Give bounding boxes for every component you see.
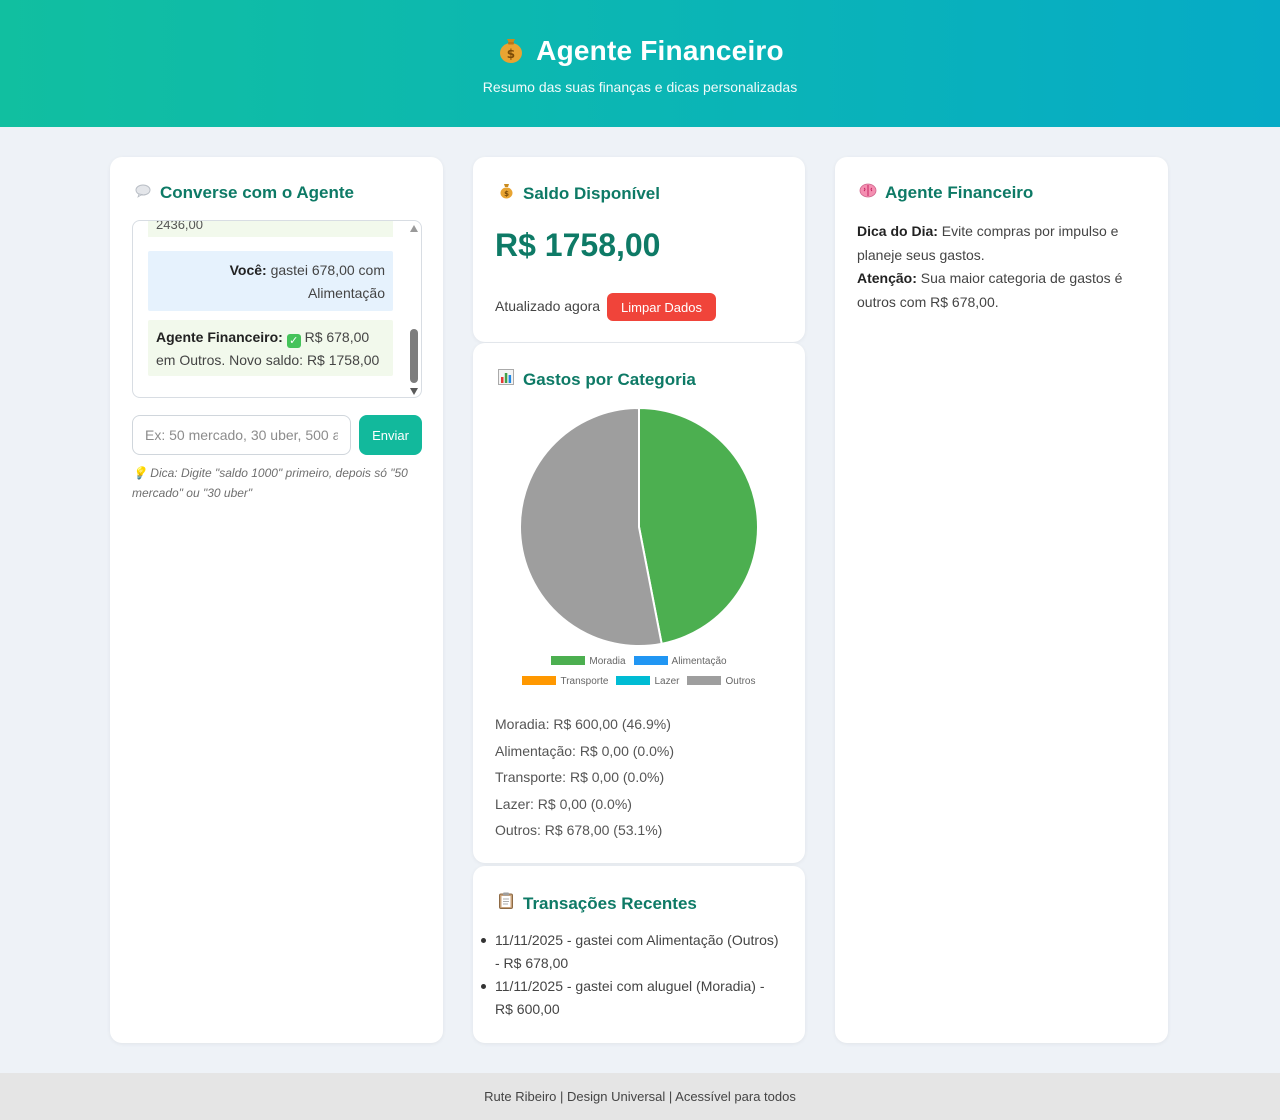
clipboard-icon <box>497 892 515 913</box>
scroll-up-arrow-icon[interactable] <box>410 225 418 232</box>
transactions-title: Transações Recentes <box>497 892 697 914</box>
chat-input[interactable] <box>132 415 351 455</box>
balance-title-text: Saldo Disponível <box>523 184 660 203</box>
category-item-outros: Outros: R$ 678,00 (53.1%) <box>495 822 663 838</box>
chat-message-agent: Agente Financeiro: ✓ R$ 678,00 em Outros… <box>148 320 393 376</box>
chat-messages[interactable]: 2436,00 Você: gastei 678,00 com Alimenta… <box>132 220 422 398</box>
agent-title-text: Agente Financeiro <box>885 183 1034 202</box>
brain-icon <box>859 183 877 202</box>
category-item-lazer: Lazer: R$ 0,00 (0.0%) <box>495 795 632 812</box>
category-item-alimentacao: Alimentação: R$ 0,00 (0.0%) <box>495 742 674 759</box>
chat-title: Converse com o Agente <box>134 183 354 203</box>
chat-tip: 💡 Dica: Digite "saldo 1000" primeiro, de… <box>132 466 408 500</box>
category-item-transporte: Transporte: R$ 0,00 (0.0%) <box>495 769 665 785</box>
check-mark-icon: ✓ <box>286 334 301 348</box>
category-item-moradia: Moradia: R$ 600,00 (46.9%) <box>495 716 671 732</box>
pie-slice-outros[interactable] <box>519 406 663 647</box>
page-subtitle: Resumo das suas finanças e dicas persona… <box>482 79 798 95</box>
category-list: Moradia: R$ 600,00 (46.9%) Alimentação: … <box>495 711 674 844</box>
user-message-text: gastei 678,00 com Alimentação <box>266 262 385 301</box>
transaction-item: 11/11/2025 - gastei com aluguel (Moradia… <box>481 975 785 1021</box>
legend-swatch <box>687 676 722 685</box>
clear-data-button[interactable]: Limpar Dados <box>607 293 716 321</box>
page-title: $ Agente Financeiro <box>0 34 1280 67</box>
transactions-card: Transações Recentes 11/11/2025 - gastei … <box>473 866 805 1043</box>
agent-message-text: R$ 678,00 em Outros. Novo saldo: R$ 1758… <box>156 329 380 368</box>
page-header: $ Agente Financeiro Resumo das suas fina… <box>0 0 1280 127</box>
user-label: Você: <box>229 262 267 278</box>
legend-item-transporte[interactable]: Transporte <box>522 676 608 687</box>
agent-label: Agente Financeiro: <box>156 329 283 345</box>
tip-text: Evite compras por impulso e planeje seus… <box>857 223 1119 263</box>
chat-card: Converse com o Agente 2436,00 Você: gast… <box>110 157 443 1043</box>
agent-card: Agente Financeiro Dica do Dia: Evite com… <box>835 157 1168 1043</box>
legend-swatch <box>633 656 668 665</box>
svg-text:$: $ <box>504 190 509 198</box>
legend-swatch <box>522 676 557 685</box>
scroll-down-arrow-icon[interactable] <box>410 388 418 395</box>
speech-bubble-icon <box>134 184 152 202</box>
expenses-card: Gastos por Categoria Moradia Alimentação … <box>473 343 805 863</box>
pie-chart <box>519 406 759 647</box>
chart-legend-row-2: Transporte Lazer Outros <box>473 676 805 687</box>
money-bag-icon: $ <box>500 39 523 63</box>
legend-item-outros[interactable]: Outros <box>687 676 756 687</box>
svg-text:$: $ <box>507 47 516 61</box>
chat-message-user: Você: gastei 678,00 com Alimentação <box>148 251 393 311</box>
bar-chart-icon <box>497 369 515 389</box>
legend-label: Transporte <box>560 676 609 687</box>
tip-of-day: Dica do Dia: Evite compras por impulso e… <box>857 220 1147 267</box>
chart-legend-row-1: Moradia Alimentação <box>473 656 805 667</box>
legend-label: Moradia <box>589 656 626 667</box>
balance-card: $ Saldo Disponível R$ 1758,00 Atualizado… <box>473 157 805 342</box>
tip-label: Dica do Dia: <box>857 223 938 239</box>
legend-label: Lazer <box>654 676 680 687</box>
page-footer: Rute Ribeiro | Design Universal | Acessí… <box>0 1073 1280 1120</box>
chat-scrollbar[interactable] <box>407 221 421 397</box>
alert-text: Sua maior categoria de gastos é outros c… <box>857 270 1123 310</box>
money-bag-icon: $ <box>497 183 515 203</box>
balance-title: $ Saldo Disponível <box>497 183 660 204</box>
transactions-list: 11/11/2025 - gastei com Alimentação (Out… <box>481 929 785 1021</box>
alert-message: Atenção: Sua maior categoria de gastos é… <box>857 267 1147 314</box>
legend-item-alimentação[interactable]: Alimentação <box>633 656 727 667</box>
page-title-text: Agente Financeiro <box>536 35 784 66</box>
pie-slice-moradia[interactable] <box>638 406 759 645</box>
send-button[interactable]: Enviar <box>359 415 422 455</box>
expenses-title-text: Gastos por Categoria <box>523 370 696 389</box>
updated-label: Atualizado agora <box>495 298 601 314</box>
legend-item-lazer[interactable]: Lazer <box>616 676 679 687</box>
transactions-title-text: Transações Recentes <box>523 894 697 913</box>
legend-label: Alimentação <box>671 656 727 667</box>
agent-title: Agente Financeiro <box>859 183 1033 203</box>
legend-swatch <box>551 656 586 665</box>
legend-label: Outros <box>725 676 756 687</box>
expenses-title: Gastos por Categoria <box>497 369 696 390</box>
transaction-item: 11/11/2025 - gastei com Alimentação (Out… <box>481 929 785 975</box>
scroll-thumb[interactable] <box>410 329 418 383</box>
legend-swatch <box>616 676 651 685</box>
alert-label: Atenção: <box>857 270 917 286</box>
agent-advice: Dica do Dia: Evite compras por impulso e… <box>857 220 1147 314</box>
chat-message-partial: 2436,00 <box>148 221 393 237</box>
balance-value: R$ 1758,00 <box>495 227 661 263</box>
legend-item-moradia[interactable]: Moradia <box>551 656 626 667</box>
chat-title-text: Converse com o Agente <box>160 183 354 202</box>
